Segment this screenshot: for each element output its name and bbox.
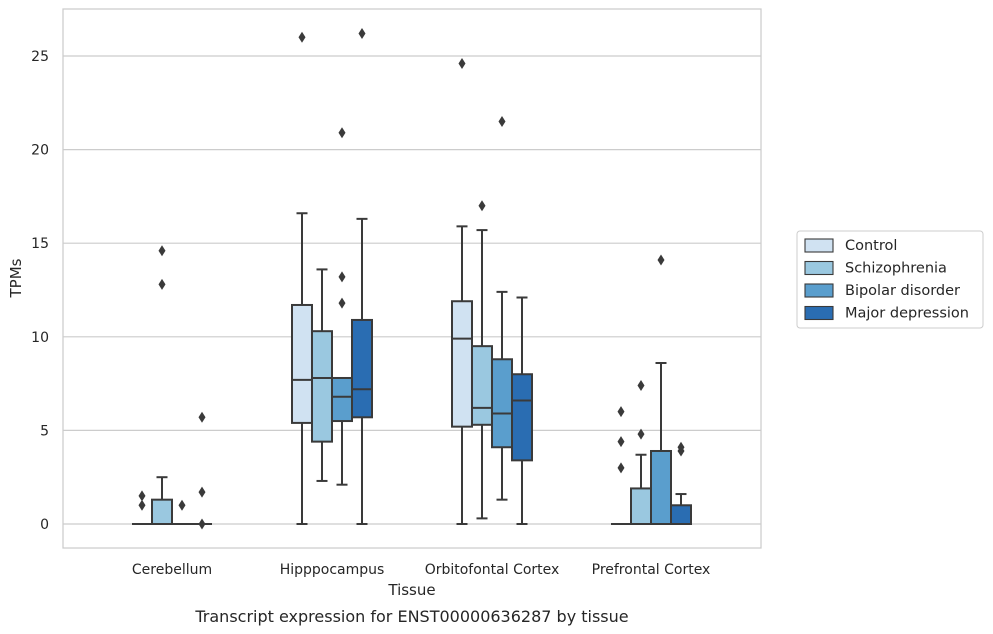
- chart-caption: Transcript expression for ENST0000063628…: [194, 607, 628, 626]
- x-tick-label: Cerebellum: [132, 562, 212, 578]
- legend-swatch: [804, 260, 834, 276]
- legend-label: Major depression: [845, 306, 969, 322]
- y-tick-label: 10: [31, 330, 49, 346]
- boxes: [132, 28, 692, 530]
- outlier-point: [298, 31, 306, 43]
- legend-label: Bipolar disorder: [845, 283, 960, 299]
- legend-frame: [796, 230, 984, 329]
- outlier-point: [158, 278, 166, 290]
- box-iqr: [451, 300, 473, 428]
- box-0-0: [132, 490, 152, 525]
- box-iqr: [670, 504, 692, 525]
- box-2-1: [331, 127, 353, 486]
- box-iqr: [331, 376, 353, 423]
- outlier-point: [498, 116, 506, 128]
- outlier-point: [637, 379, 645, 391]
- box-iqr: [491, 358, 513, 449]
- outlier-point: [198, 486, 206, 498]
- box-3-3: [670, 441, 692, 525]
- outlier-point: [198, 411, 206, 423]
- plot-area: [62, 8, 762, 549]
- outlier-point: [657, 254, 665, 266]
- box-iqr: [351, 318, 373, 419]
- legend-swatch: [804, 238, 834, 253]
- box-1-1: [311, 268, 333, 482]
- y-tick-label: 20: [31, 143, 49, 159]
- y-tick-label: 5: [40, 423, 49, 439]
- outlier-point: [458, 57, 466, 69]
- legend-swatch: [804, 283, 834, 298]
- box-iqr: [471, 345, 493, 426]
- y-tick-label: 25: [31, 49, 49, 65]
- box-1-2: [471, 200, 493, 520]
- outlier-point: [158, 245, 166, 257]
- outlier-point: [617, 436, 625, 448]
- box-iqr: [630, 487, 652, 526]
- box-2-0: [172, 499, 192, 525]
- y-axis-title: TPMs: [7, 258, 25, 298]
- outlier-point: [677, 445, 685, 457]
- box-3-0: [192, 411, 212, 530]
- outlier-point: [617, 406, 625, 418]
- legend-label: Schizophrenia: [845, 261, 947, 277]
- x-tick-label: Orbitofontal Cortex: [425, 562, 560, 578]
- box-1-3: [630, 379, 652, 526]
- outlier-point: [338, 271, 346, 283]
- box-iqr: [650, 449, 672, 526]
- outlier-point: [178, 499, 186, 511]
- box-0-3: [611, 406, 631, 525]
- box-2-3: [650, 254, 672, 526]
- y-tick-labels: 0 5 10 15 20 25: [31, 49, 49, 533]
- y-tick-label: 0: [40, 517, 49, 533]
- outlier-point: [617, 462, 625, 474]
- box-0-2: [451, 57, 473, 525]
- box-1-0: [151, 245, 173, 526]
- outlier-point: [138, 499, 146, 511]
- outlier-point: [198, 518, 206, 530]
- outlier-point: [338, 127, 346, 139]
- x-tick-label: Hipppocampus: [280, 562, 385, 578]
- box-0-1: [291, 31, 313, 525]
- outlier-point: [138, 490, 146, 502]
- outlier-point: [478, 200, 486, 212]
- x-tick-labels: Cerebellum Hipppocampus Orbitofontal Corte…: [132, 562, 710, 578]
- box-iqr: [291, 303, 313, 424]
- x-axis-title: Tissue: [387, 581, 435, 599]
- legend-swatch: [804, 305, 834, 321]
- outlier-point: [637, 428, 645, 440]
- box-3-2: [511, 296, 533, 525]
- x-tick-label: Prefrontal Cortex: [592, 562, 711, 578]
- y-tick-label: 15: [31, 236, 49, 252]
- outlier-point: [358, 28, 366, 40]
- legend: Control Schizophrenia Bipolar disorder Majo…: [796, 230, 984, 329]
- box-3-1: [351, 28, 373, 525]
- box-iqr: [151, 498, 173, 526]
- box-iqr: [511, 373, 533, 462]
- outlier-point: [338, 297, 346, 309]
- box-iqr: [311, 330, 333, 443]
- legend-label: Control: [845, 238, 897, 254]
